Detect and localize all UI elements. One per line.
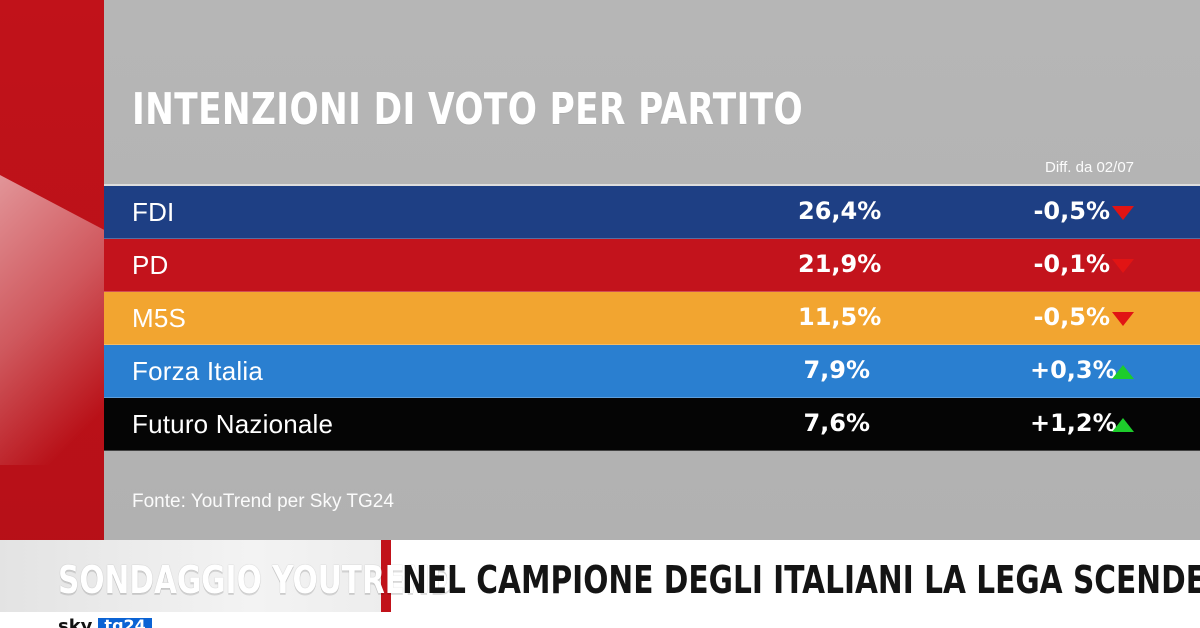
banner-left-panel [0, 540, 388, 612]
party-name: Forza Italia [132, 356, 264, 386]
delta-value: -0,1% [1033, 250, 1110, 278]
poll-row: Futuro Nazionale 7,6% +1,2% [104, 398, 1200, 451]
trend-up-icon [1112, 365, 1134, 379]
banner-accent [381, 540, 391, 612]
poll-row: Forza Italia 7,9% +0,3% [104, 345, 1200, 398]
trend-down-icon [1112, 312, 1134, 326]
skytg24-logo: sky tg24 [58, 612, 152, 628]
delta-value: -0,5% [1033, 197, 1110, 225]
trend-down-icon [1112, 206, 1134, 220]
source-note: Fonte: YouTrend per Sky TG24 [132, 491, 394, 512]
party-name: FDI [132, 197, 175, 227]
vote-share: 21,9% [798, 250, 882, 278]
delta-value: +1,2% [1030, 409, 1117, 437]
delta-value: -0,5% [1033, 303, 1110, 331]
logo-tg24: tg24 [98, 618, 152, 628]
party-name: Futuro Nazionale [132, 409, 334, 439]
party-name: PD [132, 250, 169, 280]
banner-label: SONDAGGIO YOUTREND [58, 558, 455, 602]
trend-up-icon [1112, 418, 1134, 432]
left-red-graphic [0, 0, 110, 628]
logo-strip: sky tg24 [0, 612, 1200, 628]
vote-share: 7,9% [803, 356, 870, 384]
trend-down-icon [1112, 259, 1134, 273]
poll-row: M5S 11,5% -0,5% [104, 292, 1200, 345]
banner-headline: NEL CAMPIONE DEGLI ITALIANI LA LEGA SCEN… [402, 558, 1200, 602]
vote-share: 11,5% [798, 303, 882, 331]
party-name: M5S [132, 303, 187, 333]
logo-sky: sky [58, 616, 93, 628]
lower-third-banner: SONDAGGIO YOUTREND NEL CAMPIONE DEGLI IT… [0, 540, 1200, 612]
poll-row: FDI 26,4% -0,5% [104, 186, 1200, 239]
header-rule [104, 184, 1200, 186]
diff-header: Diff. da 02/07 [1045, 159, 1134, 176]
delta-value: +0,3% [1030, 356, 1117, 384]
poll-rows: FDI 26,4% -0,5% PD 21,9% -0,1% M5S 11,5% -0,5% Fo… [104, 186, 1200, 451]
vote-share: 26,4% [798, 197, 882, 225]
banner-right-panel [388, 540, 1200, 612]
vote-share: 7,6% [803, 409, 870, 437]
chart-title: INTENZIONI DI VOTO PER PARTITO [132, 84, 804, 135]
poll-row: PD 21,9% -0,1% [104, 239, 1200, 292]
